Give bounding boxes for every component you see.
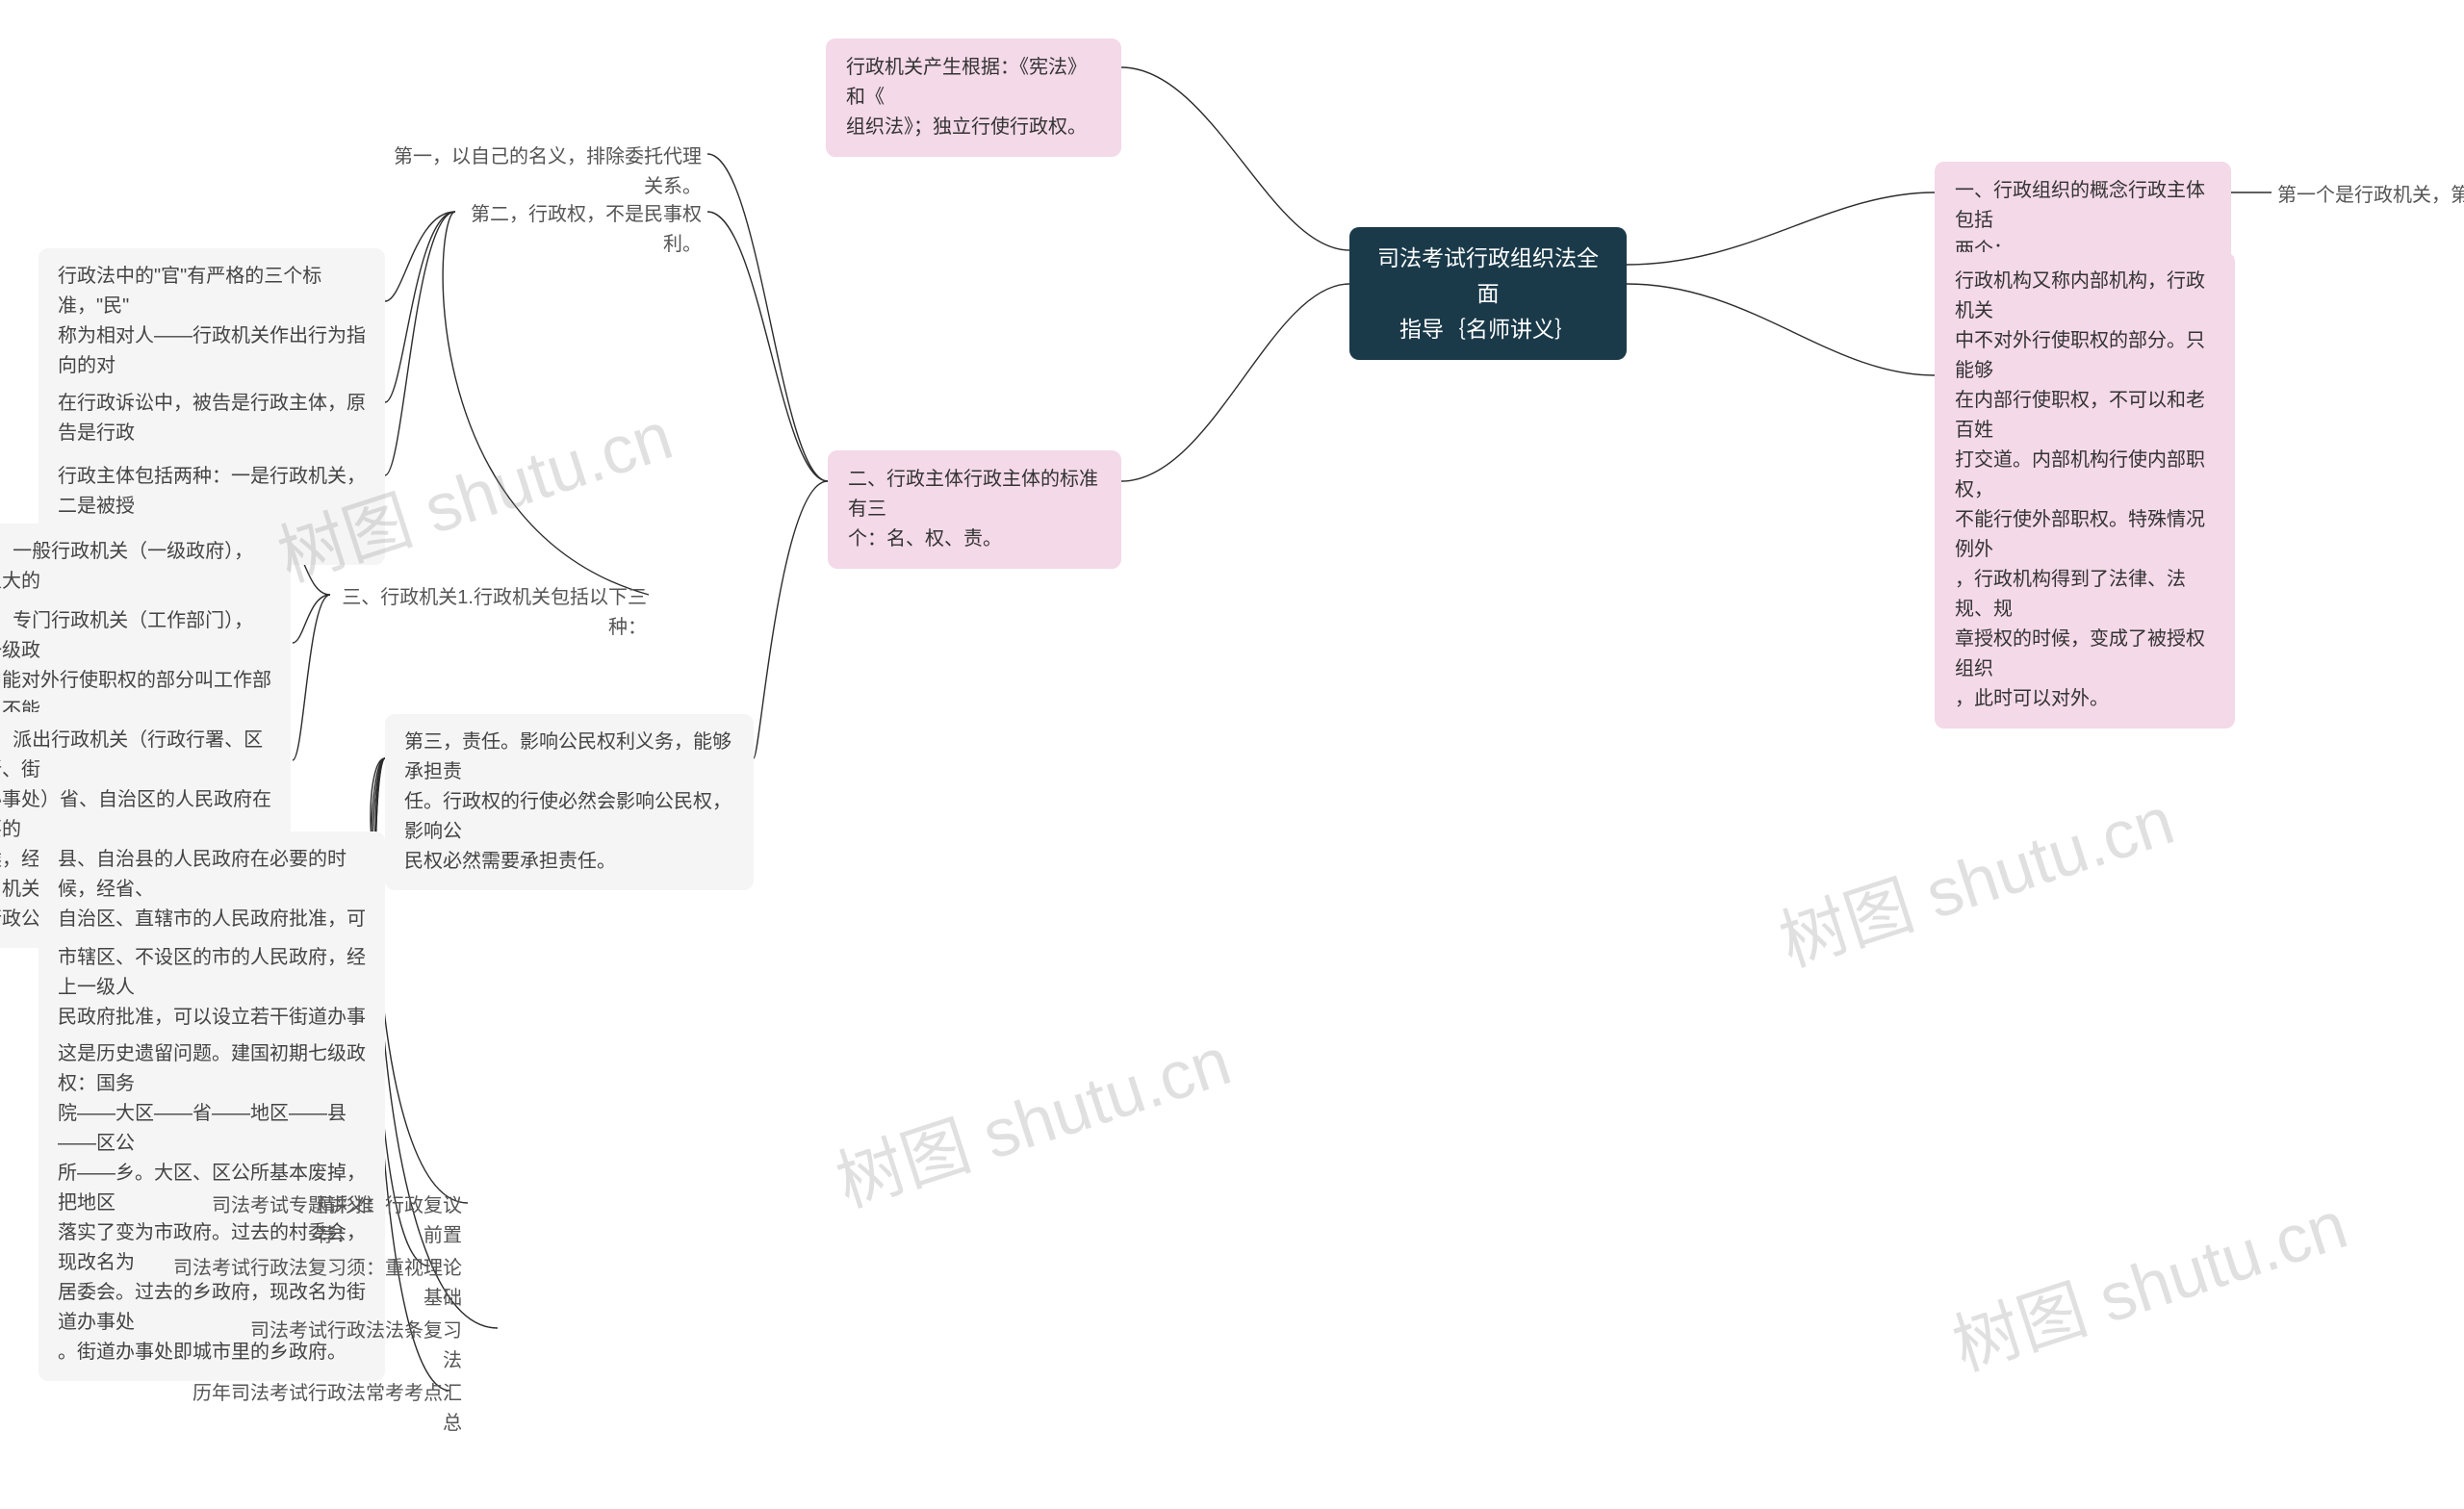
text: 第一个是行政机关，第二是行政机构。 [2277,185,2464,206]
root-node: 司法考试行政组织法全面指导｛名师讲义｝ [1349,227,1627,360]
text: 历年司法考试行政法常考考点汇总 [192,1383,462,1434]
watermark: 树图 shutu.cn [1766,767,2185,985]
leaf-g3: 司法考试行政法法条复习法 [241,1315,468,1378]
leaf-c2: 第二，行政权，不是民事权利。 [455,198,707,262]
text: 第三，责任。影响公民权利义务，能够承担责任。行政权的行使必然会影响公民权，影响公… [404,731,732,872]
branch-r2: 行政机构又称内部机构，行政机关中不对外行使职权的部分。只能够在内部行使职权，不可… [1935,252,2235,729]
watermark: 树图 shutu.cn [1939,1171,2358,1390]
leaf-d4: 三、行政机关1.行政机关包括以下三种： [330,581,653,645]
leaf-g2: 司法考试行政法复习须：重视理论基础 [156,1252,468,1316]
branch-b1: 行政机关产生根据：《宪法》和《组织法》；独立行使行政权。 [826,38,1121,157]
mindmap-canvas: 司法考试行政组织法全面指导｛名师讲义｝ 一、行政组织的概念行政主体包括两个： 第… [0,0,2464,1509]
leaf-g4: 历年司法考试行政法常考考点汇总 [179,1377,468,1441]
text: 二、行政主体行政主体的标准有三个：名、权、责。 [848,469,1098,550]
leaf-c1: 第一，以自己的名义，排除委托代理关系。 [371,141,707,204]
text: 精彩推荐： [317,1195,374,1246]
leaf-r1a: 第一个是行政机关，第二是行政机构。 [2272,179,2464,213]
root-text: 司法考试行政组织法全面指导｛名师讲义｝ [1377,245,1599,342]
leaf-g1a: 精彩推荐： [311,1189,417,1253]
branch-b2: 二、行政主体行政主体的标准有三个：名、权、责。 [828,450,1121,569]
text: 行政机关产生根据：《宪法》和《组织法》；独立行使行政权。 [846,57,1087,138]
text: 司法考试行政法法条复习法 [250,1320,462,1371]
leaf-c3: 第三，责任。影响公民权利义务，能够承担责任。行政权的行使必然会影响公民权，影响公… [385,714,754,890]
text: 司法考试行政法复习须：重视理论基础 [173,1258,462,1309]
text: 一、行政组织的概念行政主体包括两个： [1955,180,2205,261]
text: 第二，行政权，不是民事权利。 [471,204,702,255]
text: 第一，以自己的名义，排除委托代理关系。 [394,146,702,197]
text: 行政机构又称内部机构，行政机关中不对外行使职权的部分。只能够在内部行使职权，不可… [1955,270,2205,709]
watermark: 树图 shutu.cn [823,1008,1242,1226]
text: 三、行政机关1.行政机关包括以下三种： [342,587,647,638]
